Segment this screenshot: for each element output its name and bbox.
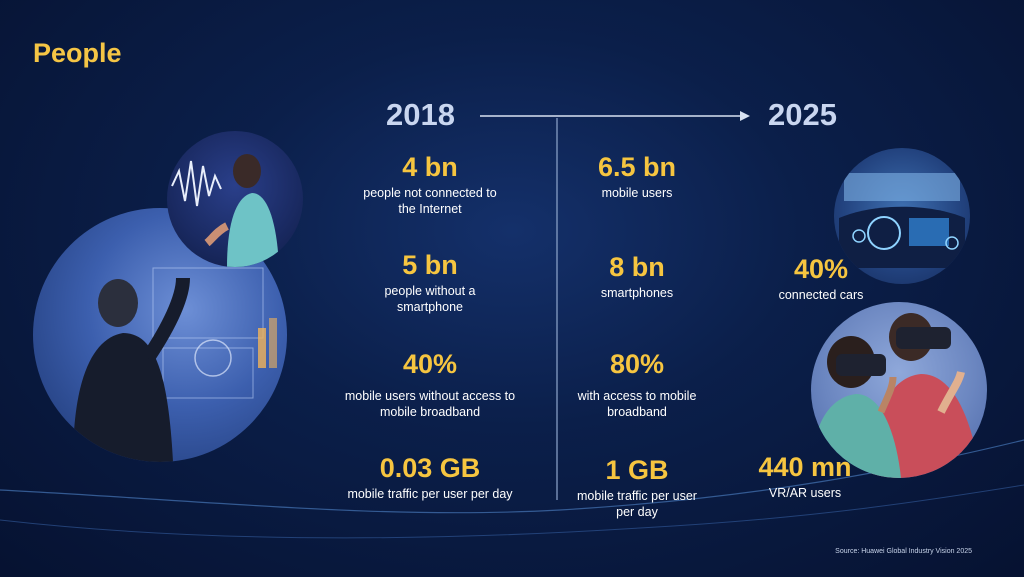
- stat-2025-traffic: 1 GB mobile traffic per user per day: [532, 455, 742, 520]
- stat-value: 440 mn: [758, 452, 852, 482]
- stat-2025-smartphones: 8 bn smartphones: [532, 252, 742, 301]
- stat-2018-unconnected: 4 bn people not connected to the Interne…: [325, 152, 535, 217]
- hologram-person-image: [33, 208, 287, 462]
- stat-2025-broadband: 80% with access to mobile broadband: [532, 349, 742, 420]
- vr-users-image: [811, 302, 987, 478]
- stat-description: mobile users without access to mobile br…: [344, 389, 516, 419]
- stat-description: with access to mobile broadband: [577, 389, 697, 419]
- stat-description: VR/AR users: [768, 486, 842, 500]
- background-wave: [0, 484, 1024, 539]
- runner-illustration: [171, 154, 279, 267]
- stat-value: 40%: [793, 254, 849, 284]
- vr-illustration: [811, 313, 981, 478]
- stat-description: connected cars: [778, 288, 864, 302]
- stat-description: mobile traffic per user per day: [347, 487, 513, 501]
- stat-value: 80%: [609, 349, 665, 379]
- stat-description: mobile users: [601, 186, 673, 200]
- stat-description: smartphones: [600, 286, 674, 300]
- stat-2025-mobile-users: 6.5 bn mobile users: [532, 152, 742, 201]
- year-2025: 2025: [768, 97, 837, 132]
- stat-description: mobile traffic per user per day: [577, 489, 697, 519]
- stat-2018-traffic: 0.03 GB mobile traffic per user per day: [305, 453, 555, 502]
- stat-value: 5 bn: [402, 250, 458, 280]
- stat-value: 0.03 GB: [379, 453, 481, 483]
- stat-value: 6.5 bn: [597, 152, 677, 182]
- hologram-illustration: [73, 267, 277, 462]
- stat-value: 40%: [402, 349, 458, 379]
- page-title: People: [33, 38, 122, 68]
- stat-value: 1 GB: [605, 455, 669, 485]
- stat-description: people without a smartphone: [384, 284, 476, 314]
- stat-vr-ar-users: 440 mn VR/AR users: [700, 452, 910, 501]
- year-2018: 2018: [386, 97, 455, 132]
- stat-2018-no-broadband: 40% mobile users without access to mobil…: [325, 349, 535, 420]
- runner-image: [167, 131, 303, 267]
- stat-value: 4 bn: [402, 152, 458, 182]
- arrow-head-icon: [740, 111, 750, 121]
- car-dashboard-illustration: [839, 173, 965, 268]
- stat-2018-no-smartphone: 5 bn people without a smartphone: [325, 250, 535, 315]
- stat-value: 8 bn: [609, 252, 665, 282]
- stat-connected-cars: 40% connected cars: [716, 254, 926, 303]
- source-note: Source: Huawei Global Industry Vision 20…: [835, 548, 972, 555]
- stat-description: people not connected to the Internet: [363, 186, 497, 216]
- connected-car-image: [834, 148, 970, 284]
